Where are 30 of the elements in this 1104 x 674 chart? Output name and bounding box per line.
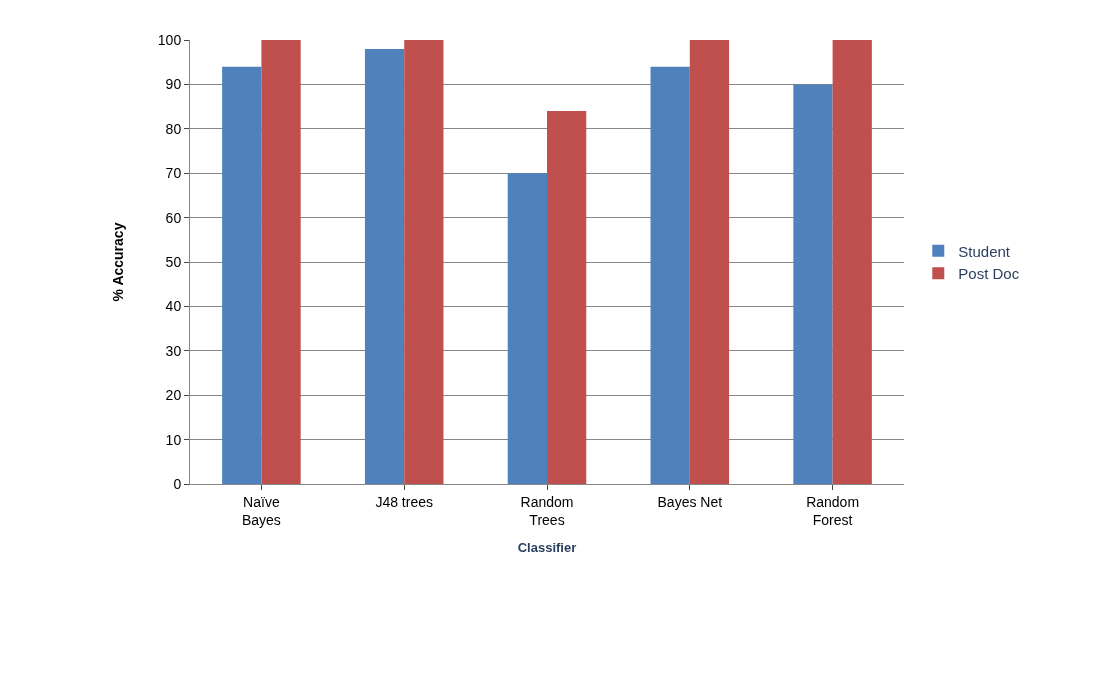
y-tick-label: 70 [165,165,182,182]
y-tick-label: 90 [165,76,182,93]
y-tick-label: 20 [165,387,182,404]
y-axis-title: % Accuracy [110,222,127,302]
y-tick-label: 40 [165,298,182,315]
bar [689,40,730,484]
x-axis-title: Classifier [517,539,577,555]
x-tick-label: J48 trees [375,493,433,510]
y-tick-label: 0 [173,475,182,492]
bar [404,40,444,484]
bar [547,111,587,484]
bar [507,173,547,484]
y-tick-label: 10 [165,431,182,448]
x-tick-label: Random Trees [520,493,574,528]
legend-label: Post Doc [958,265,1020,283]
x-tick-label: Naïve Bayes [241,493,281,528]
y-tick-label: 50 [165,253,182,270]
bar [650,66,690,484]
bar [793,84,833,484]
legend-label: Student [958,242,1011,260]
y-tick-label: 80 [165,120,182,137]
y-tick-label: 100 [157,31,182,48]
y-tick-label: 60 [165,209,182,226]
bar [832,40,872,484]
bar [364,48,405,484]
bar [222,66,262,484]
bar [261,40,301,484]
x-tick-label: Random Forest [806,493,860,528]
x-tick-label: Bayes Net [657,493,723,510]
y-tick-label: 30 [165,342,182,359]
